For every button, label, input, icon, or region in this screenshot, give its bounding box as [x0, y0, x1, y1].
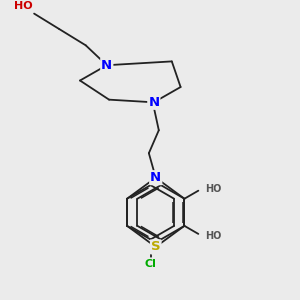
- Text: HO: HO: [14, 1, 33, 11]
- Text: N: N: [150, 171, 161, 184]
- Text: Cl: Cl: [145, 259, 157, 269]
- Text: S: S: [151, 240, 160, 254]
- Text: N: N: [148, 96, 159, 109]
- Text: HO: HO: [206, 184, 222, 194]
- Text: N: N: [101, 59, 112, 72]
- Text: HO: HO: [206, 231, 222, 241]
